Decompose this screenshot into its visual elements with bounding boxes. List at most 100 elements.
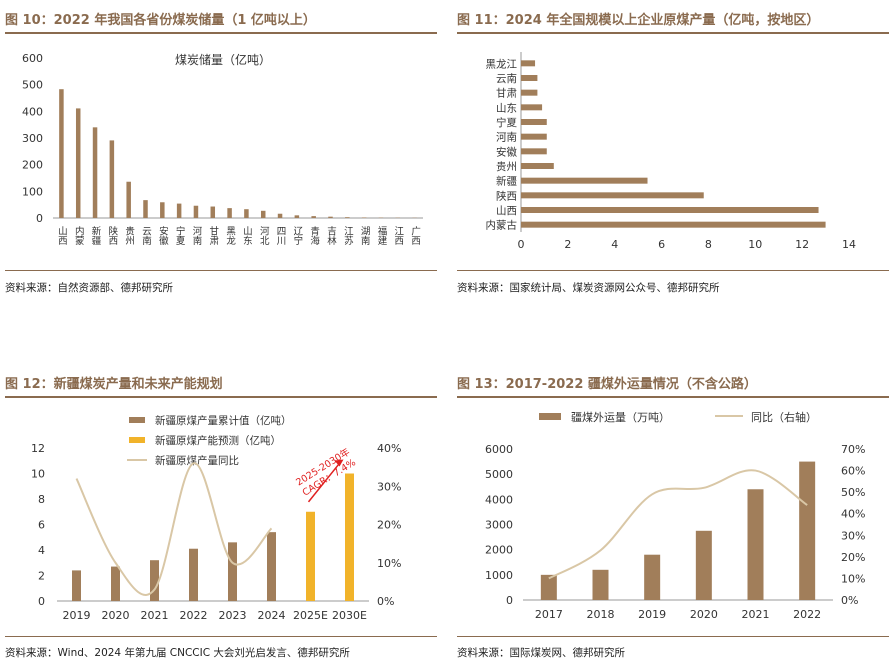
x-tick-label: 2030E <box>332 609 367 622</box>
y-tick-label: 5000 <box>485 468 513 481</box>
legend-label: 新疆原煤产能预测（亿吨） <box>155 434 281 447</box>
y2-tick-label: 0% <box>377 595 394 608</box>
bar <box>260 210 266 218</box>
x-tick-label: 2021 <box>742 608 770 621</box>
x-tick-label: 湖南 <box>359 226 371 245</box>
source-rule <box>5 636 437 637</box>
y-tick-label: 安徽 <box>496 145 517 158</box>
legend-label: 新疆原煤产量累计值（亿吨） <box>155 414 292 427</box>
y-tick-label: 500 <box>22 79 43 92</box>
bar <box>176 203 182 218</box>
bar <box>695 530 712 600</box>
bar <box>277 213 283 218</box>
y2-tick-label: 40% <box>841 508 865 521</box>
x-tick-label: 2019 <box>63 609 91 622</box>
bar <box>361 217 367 218</box>
panel-coal-reserves: 图 10：2022 年我国各省份煤炭储量（1 亿吨以上） 煤炭储量（亿吨） 0 10… <box>5 0 437 300</box>
x-tick-label: 2023 <box>219 609 247 622</box>
x-tick-label: 吉林 <box>325 226 337 246</box>
bar <box>244 209 249 218</box>
y-tick-label: 山西 <box>496 205 517 217</box>
x-tick-label: 四川 <box>275 226 287 245</box>
y-tick-label: 400 <box>22 105 43 118</box>
forecast-bar <box>306 511 315 601</box>
y-tick-label: 8 <box>38 493 45 506</box>
y2-tick-label: 70% <box>841 443 865 456</box>
bar <box>521 133 547 140</box>
bar <box>150 560 159 601</box>
source-note: 资料来源：国际煤炭网、德邦研究所 <box>457 647 625 659</box>
chart-xinjiang-output: 新疆原煤产量累计值（亿吨） 新疆原煤产能预测（亿吨） 新疆原煤产量同比 0 2 4 6 8 10… <box>31 414 401 622</box>
bar <box>521 89 538 96</box>
y-tick-label: 0 <box>36 212 43 225</box>
source-note: 资料来源：国家统计局、煤炭资源网公众号、德邦研究所 <box>457 282 720 294</box>
x-tick-label: 2020 <box>102 609 130 622</box>
y-tick-label: 1000 <box>485 569 513 582</box>
bar <box>521 163 554 169</box>
y-tick-label: 贵州 <box>496 160 517 173</box>
panel-xinjiang-output: 图 12：新疆煤炭产量和未来产能规划 新疆原煤产量累计值（亿吨） 新疆原煤产能预测… <box>5 365 437 665</box>
x-tick-label: 2017 <box>535 608 563 621</box>
title-rule <box>457 396 889 398</box>
y-tick-label: 4000 <box>485 493 513 506</box>
legend-swatch <box>539 413 561 420</box>
legend-swatch <box>129 417 145 423</box>
bar <box>227 208 232 218</box>
y2-tick-label: 60% <box>841 465 865 478</box>
bar <box>540 574 557 600</box>
bar <box>193 205 199 218</box>
y-tick-label: 100 <box>22 185 43 198</box>
y-tick-label: 200 <box>22 159 43 172</box>
source-rule <box>457 270 889 271</box>
y2-tick-label: 30% <box>377 480 401 493</box>
y2-tick-label: 0% <box>841 594 858 607</box>
y-tick-label: 2 <box>38 570 45 583</box>
bar <box>210 206 216 218</box>
yoy-line <box>75 462 273 596</box>
bar <box>592 569 609 600</box>
legend-swatch <box>129 437 145 443</box>
yoy-line <box>548 469 808 580</box>
panel-title: 图 13：2017-2022 疆煤外运量情况（不含公路） <box>457 377 757 392</box>
y2-tick-label: 40% <box>377 442 401 455</box>
bar <box>72 570 81 601</box>
x-tick-label: 青海 <box>308 225 320 246</box>
annotation-arrowhead <box>334 459 344 467</box>
bar <box>521 221 826 228</box>
title-rule <box>5 32 437 34</box>
x-tick-label: 新疆 <box>90 225 102 246</box>
source-rule <box>457 636 889 637</box>
title-rule <box>5 396 437 398</box>
y-tick-label: 10 <box>31 468 45 481</box>
chart-coal-reserves: 煤炭储量（亿吨） 0 100 200 300 400 500 600 山西 内蒙 新疆 陕西 贵州 云南安… <box>22 52 423 246</box>
y-tick-label: 0 <box>506 594 513 607</box>
x-tick-label: 6 <box>658 238 665 251</box>
bar <box>294 215 300 218</box>
panel-title: 图 10：2022 年我国各省份煤炭储量（1 亿吨以上） <box>5 13 316 28</box>
bar <box>521 104 543 111</box>
panel-title: 图 11：2024 年全国规模以上企业原煤产量（亿吨，按地区） <box>457 13 820 28</box>
legend-label: 新疆原煤产量同比 <box>155 454 239 467</box>
panel-coal-output-by-region: 图 11：2024 年全国规模以上企业原煤产量（亿吨，按地区） 内蒙古 山西 陕西新… <box>457 0 889 300</box>
bar <box>747 489 764 600</box>
x-tick-label: 江西 <box>392 226 404 246</box>
y-tick-label: 黑龙江 <box>486 57 518 70</box>
x-tick-label: 2021 <box>141 609 169 622</box>
y-tick-label: 山东 <box>496 101 517 114</box>
source-rule <box>5 270 437 271</box>
x-tick-label: 2 <box>564 238 571 251</box>
bar <box>521 192 704 199</box>
y-tick-label: 河南 <box>496 131 517 144</box>
legend-label: 疆煤外运量（万吨） <box>571 411 670 424</box>
bar <box>799 461 816 600</box>
x-tick-label: 福建 <box>375 225 387 246</box>
x-tick-label: 12 <box>795 238 809 251</box>
bar <box>228 542 237 601</box>
y-tick-label: 0 <box>38 595 45 608</box>
x-tick-label: 2025E <box>293 609 328 622</box>
y2-tick-label: 20% <box>377 519 401 532</box>
x-tick-label: 14 <box>842 238 856 251</box>
y-tick-label: 6000 <box>485 443 513 456</box>
x-tick-label: 广西 <box>409 225 421 246</box>
